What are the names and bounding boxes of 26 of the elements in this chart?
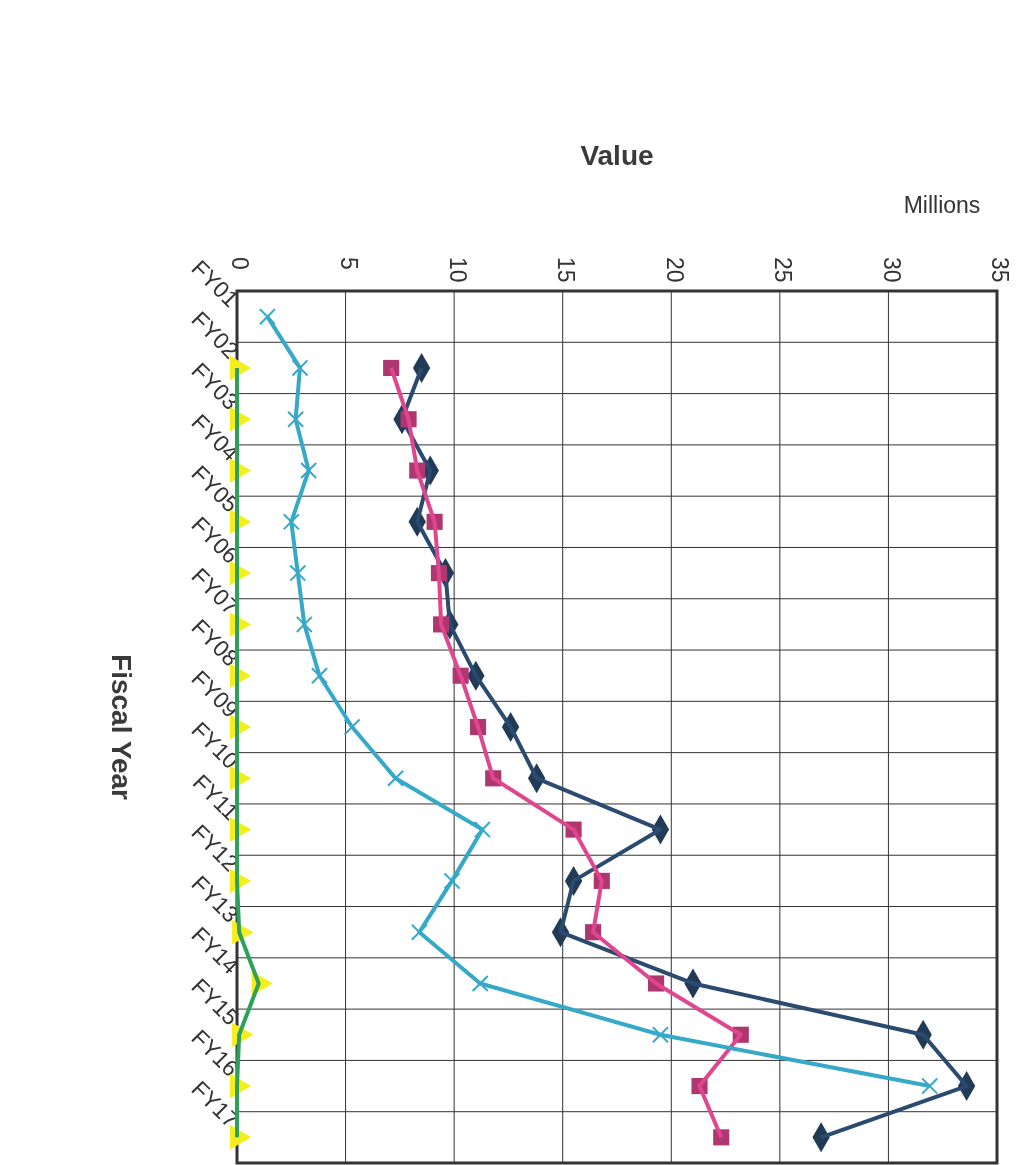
point <box>473 821 491 839</box>
point <box>651 1026 669 1044</box>
point <box>443 872 461 890</box>
x-tick-label: 30 <box>878 257 905 283</box>
point <box>300 461 318 480</box>
point <box>258 308 276 326</box>
x-tick-label: 15 <box>553 257 580 283</box>
y-axis-title: Fiscal Year <box>106 654 137 801</box>
point <box>282 513 300 531</box>
point <box>291 359 309 377</box>
x-tick-label: 10 <box>444 257 471 283</box>
point <box>410 923 428 941</box>
point <box>386 769 405 787</box>
text: Millions <box>903 192 981 218</box>
point <box>471 974 489 993</box>
point <box>295 615 313 633</box>
x-tick-label: 35 <box>987 257 1014 283</box>
point <box>921 1077 939 1095</box>
x-axis-title: Value <box>580 140 654 171</box>
x-tick-label: 25 <box>770 257 797 283</box>
point <box>287 410 305 428</box>
point <box>343 718 361 736</box>
point <box>310 667 329 685</box>
x-tick-label: 5 <box>336 257 363 270</box>
point <box>289 564 307 582</box>
x-tick-label: 20 <box>661 257 688 283</box>
